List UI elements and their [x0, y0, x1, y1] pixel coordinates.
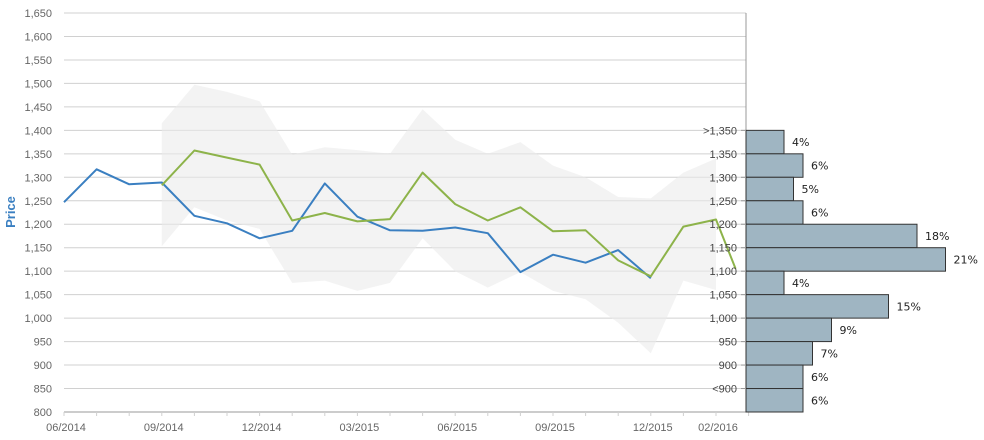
- y-tick-label: 1,500: [24, 78, 52, 90]
- histogram-bar: [745, 341, 813, 366]
- y-tick-label: 1,600: [24, 31, 52, 43]
- forecast-series-line: [161, 149, 737, 278]
- axes: 800 850 900 950 1,000 1,050 1,100 1,150 1,200 1,2…: [24, 8, 750, 434]
- histogram-bin-label: 950: [719, 337, 737, 349]
- histogram-percent-label: 5%: [802, 183, 819, 196]
- x-tick-label: 12/2014: [242, 422, 282, 434]
- y-axis-label: Price: [3, 196, 18, 228]
- y-tick-label: 1,550: [24, 55, 52, 67]
- y-tick-label: 1,050: [24, 290, 52, 302]
- histogram-bar: [745, 129, 785, 155]
- histogram-bin-label: 900: [719, 360, 737, 372]
- histogram-bin-label: 1,200: [709, 219, 737, 231]
- histogram-bar: [745, 200, 804, 225]
- histogram-percent-label: 15%: [897, 300, 921, 313]
- histogram-percent-label: 7%: [821, 347, 838, 360]
- range-band-area: [161, 84, 717, 354]
- x-tick-label: 12/2015: [633, 422, 673, 434]
- histogram-bin-label: 1,100: [709, 266, 737, 278]
- y-tick-label: 1,300: [24, 172, 52, 184]
- x-tick-label: 09/2015: [535, 422, 575, 434]
- x-tick-label: 03/2015: [340, 422, 380, 434]
- y-tick-label: 1,650: [24, 8, 52, 20]
- histogram-percent-label: 21%: [954, 253, 978, 266]
- histogram-percent-label: 4%: [792, 136, 809, 149]
- histogram-bin-label: 1,350: [709, 149, 737, 161]
- y-tick-label: 1,400: [24, 125, 52, 137]
- histogram-percent-label: 9%: [840, 324, 857, 337]
- histogram-bin-label: 1,150: [709, 243, 737, 255]
- histogram-bin-label: 1,250: [709, 196, 737, 208]
- histogram-percent-label: 4%: [792, 277, 809, 290]
- y-tick-label: 900: [34, 360, 52, 372]
- y-tick-label: 1,350: [24, 149, 52, 161]
- y-tick-label: 850: [34, 384, 52, 396]
- histogram-bar: [745, 294, 889, 319]
- histogram-bar: [745, 176, 794, 202]
- x-tick-label: 06/2014: [46, 422, 86, 434]
- x-tick-label: 02/2016: [698, 422, 738, 434]
- histogram-bin-label: >1,350: [703, 125, 737, 137]
- histogram-percent-label: 6%: [811, 207, 828, 220]
- forecast-range-band: [161, 84, 717, 354]
- y-tick-label: 1,000: [24, 313, 52, 325]
- histogram-bin-label: 1,300: [709, 172, 737, 184]
- histogram-bin-label: <900: [712, 384, 737, 396]
- x-tick-label: 06/2015: [437, 422, 477, 434]
- y-tick-label: 800: [34, 407, 52, 419]
- histogram-bar: [745, 270, 785, 296]
- histogram-bar: [745, 364, 804, 390]
- distribution-histogram: >1,350 4% 1,350 6% 1,300 5% 1,250 6% 1,200 18% 1,1…: [703, 125, 978, 413]
- y-tick-label: 1,250: [24, 196, 52, 208]
- series-lines: [63, 149, 737, 279]
- histogram-bar: [745, 317, 832, 343]
- x-tick-label: 09/2014: [144, 422, 184, 434]
- histogram-bar: [745, 388, 804, 413]
- histogram-percent-label: 6%: [811, 371, 828, 384]
- actual-series-line: [63, 168, 652, 279]
- y-tick-label: 1,450: [24, 102, 52, 114]
- histogram-bin-label: 1,000: [709, 313, 737, 325]
- y-tick-label: 1,200: [24, 219, 52, 231]
- histogram-percent-label: 6%: [811, 394, 828, 407]
- histogram-bar: [745, 247, 946, 272]
- y-tick-label: 1,100: [24, 266, 52, 278]
- histogram-percent-label: 18%: [925, 230, 949, 243]
- histogram-percent-label: 6%: [811, 160, 828, 173]
- y-tick-label: 1,150: [24, 243, 52, 255]
- histogram-bar: [745, 223, 918, 249]
- y-tick-label: 950: [34, 337, 52, 349]
- histogram-bin-label: 1,050: [709, 290, 737, 302]
- histogram-bar: [745, 153, 804, 178]
